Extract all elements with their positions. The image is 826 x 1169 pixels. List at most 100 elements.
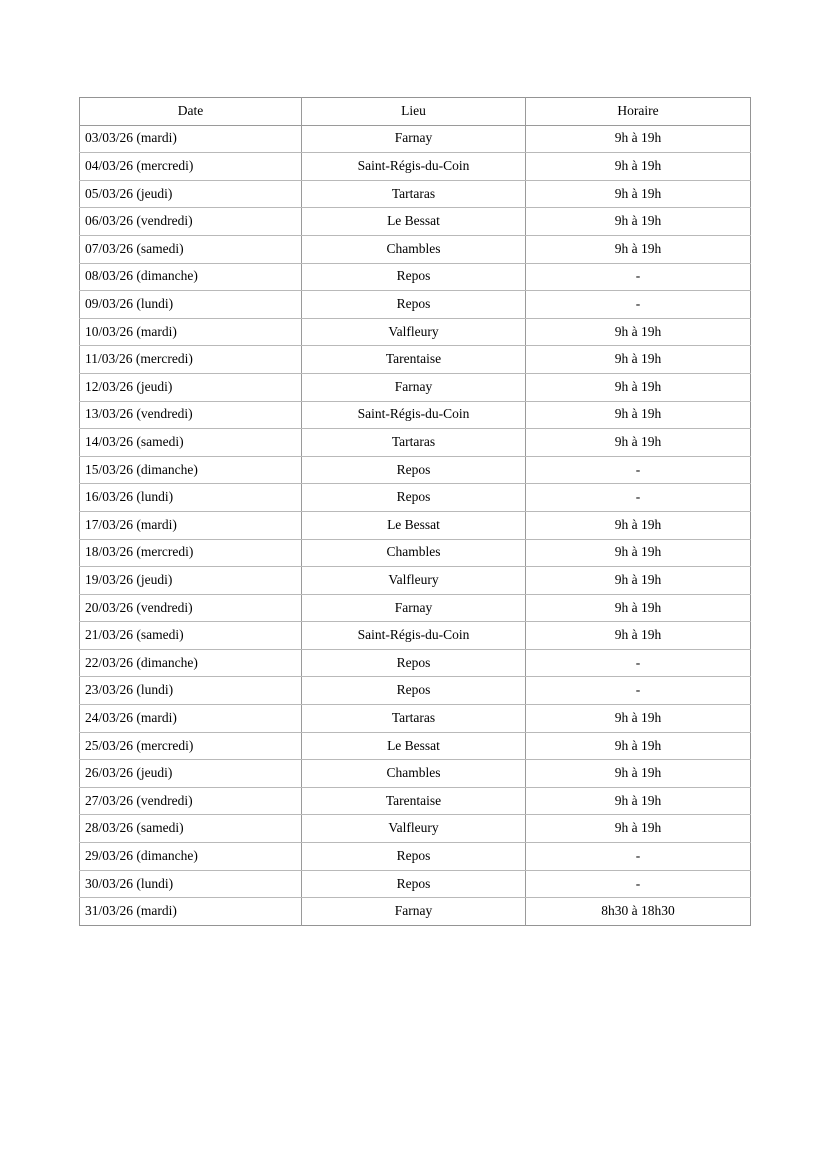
- cell-horaire: 9h à 19h: [525, 814, 751, 844]
- cell-horaire: -: [525, 456, 751, 485]
- table-row: 08/03/26 (dimanche) Repos -: [79, 263, 751, 292]
- table-row: 21/03/26 (samedi) Saint-Régis-du-Coin 9h à…: [79, 621, 751, 650]
- column-header-lieu: Lieu: [301, 97, 526, 126]
- cell-lieu: Farnay: [301, 897, 526, 926]
- table-row: 07/03/26 (samedi) Chambles 9h à 19h: [79, 235, 751, 264]
- table-row: 19/03/26 (jeudi) Valfleury 9h à 19h: [79, 566, 751, 595]
- cell-date: 29/03/26 (dimanche): [79, 842, 302, 871]
- cell-horaire: 9h à 19h: [525, 180, 751, 209]
- cell-horaire: 9h à 19h: [525, 539, 751, 568]
- schedule-table-container: Date Lieu Horaire 03/03/26 (mardi) Farnay…: [79, 97, 751, 926]
- cell-lieu: Tartaras: [301, 180, 526, 209]
- cell-lieu: Valfleury: [301, 318, 526, 347]
- table-row: 25/03/26 (mercredi) Le Bessat 9h à 19h: [79, 732, 751, 761]
- table-row: 13/03/26 (vendredi) Saint-Régis-du-Coin 9h…: [79, 401, 751, 430]
- table-row: 22/03/26 (dimanche) Repos -: [79, 649, 751, 678]
- cell-date: 13/03/26 (vendredi): [79, 401, 302, 430]
- cell-date: 19/03/26 (jeudi): [79, 566, 302, 595]
- cell-horaire: -: [525, 483, 751, 512]
- cell-horaire: 8h30 à 18h30: [601, 903, 675, 919]
- table-header-row: Date Lieu Horaire: [79, 97, 751, 126]
- cell-date: 14/03/26 (samedi): [79, 428, 302, 457]
- cell-date: 31/03/26 (mardi): [79, 897, 302, 926]
- table-row: 18/03/26 (mercredi) Chambles 9h à 19h: [79, 539, 751, 568]
- cell-lieu: Valfleury: [301, 566, 526, 595]
- table-row: 11/03/26 (mercredi) Tarentaise 9h à 19h: [79, 345, 751, 374]
- cell-date: 22/03/26 (dimanche): [79, 649, 302, 678]
- table-row: 31/03/26 (mardi) Farnay 8h30 à 18h30: [79, 897, 751, 926]
- cell-horaire: 9h à 19h: [525, 207, 751, 236]
- cell-horaire: 9h à 19h: [525, 732, 751, 761]
- cell-lieu: Le Bessat: [301, 207, 526, 236]
- cell-horaire: 9h à 19h: [525, 787, 751, 816]
- cell-horaire: -: [525, 263, 751, 292]
- table-row: 16/03/26 (lundi) Repos -: [79, 483, 751, 512]
- cell-horaire: 9h à 19h: [525, 428, 751, 457]
- cell-horaire: 9h à 19h: [525, 401, 751, 430]
- cell-horaire: 9h à 19h: [525, 125, 751, 154]
- cell-date: 17/03/26 (mardi): [79, 511, 302, 540]
- cell-horaire: 9h à 19h: [525, 594, 751, 623]
- cell-horaire: -: [525, 290, 751, 319]
- cell-horaire: 9h à 19h: [525, 566, 751, 595]
- cell-date: 24/03/26 (mardi): [79, 704, 302, 733]
- cell-date: 05/03/26 (jeudi): [79, 180, 302, 209]
- cell-lieu: Chambles: [301, 759, 526, 788]
- cell-lieu: Repos: [301, 676, 526, 706]
- table-row: 23/03/26 (lundi) Repos -: [79, 676, 751, 706]
- cell-date: 30/03/26 (lundi): [79, 870, 302, 899]
- cell-horaire: -: [525, 676, 751, 706]
- cell-date: 07/03/26 (samedi): [79, 235, 302, 264]
- table-row: 05/03/26 (jeudi) Tartaras 9h à 19h: [79, 180, 751, 209]
- table-row: 03/03/26 (mardi) Farnay 9h à 19h: [79, 125, 751, 154]
- cell-date: 18/03/26 (mercredi): [79, 539, 302, 568]
- cell-lieu: Saint-Régis-du-Coin: [301, 401, 526, 430]
- cell-date: 06/03/26 (vendredi): [79, 207, 302, 236]
- cell-lieu: Repos: [301, 870, 526, 899]
- table-row: 26/03/26 (jeudi) Chambles 9h à 19h: [79, 759, 751, 788]
- cell-date: 20/03/26 (vendredi): [79, 594, 302, 623]
- cell-horaire: 9h à 19h: [525, 235, 751, 264]
- table-row: 10/03/26 (mardi) Valfleury 9h à 19h: [79, 318, 751, 347]
- cell-date: 09/03/26 (lundi): [79, 290, 302, 319]
- cell-lieu: Repos: [301, 483, 526, 512]
- table-row: 29/03/26 (dimanche) Repos -: [79, 842, 751, 871]
- table-body: 03/03/26 (mardi) Farnay 9h à 19h 04/03/26 (…: [79, 125, 751, 926]
- cell-lieu: Le Bessat: [301, 511, 526, 540]
- table-row: 09/03/26 (lundi) Repos -: [79, 290, 751, 319]
- cell-lieu: Saint-Régis-du-Coin: [301, 152, 526, 181]
- cell-horaire: -: [525, 649, 751, 678]
- table-row: 30/03/26 (lundi) Repos -: [79, 870, 751, 899]
- cell-date: 21/03/26 (samedi): [79, 621, 302, 650]
- table-row: 28/03/26 (samedi) Valfleury 9h à 19h: [79, 814, 751, 844]
- column-header-date: Date: [79, 97, 302, 126]
- table-row: 14/03/26 (samedi) Tartaras 9h à 19h: [79, 428, 751, 457]
- cell-date: 10/03/26 (mardi): [79, 318, 302, 347]
- cell-horaire: 9h à 19h: [525, 345, 751, 374]
- cell-lieu: Tartaras: [301, 704, 526, 733]
- table-row: 06/03/26 (vendredi) Le Bessat 9h à 19h: [79, 207, 751, 236]
- cell-horaire: -: [525, 842, 751, 871]
- cell-date: 11/03/26 (mercredi): [79, 345, 302, 374]
- cell-date: 16/03/26 (lundi): [79, 483, 302, 512]
- cell-date: 26/03/26 (jeudi): [79, 759, 302, 788]
- cell-date: 25/03/26 (mercredi): [79, 732, 302, 761]
- table-row: 20/03/26 (vendredi) Farnay 9h à 19h: [79, 594, 751, 623]
- cell-date: 04/03/26 (mercredi): [79, 152, 302, 181]
- cell-lieu: Farnay: [301, 594, 526, 623]
- cell-lieu: Farnay: [301, 373, 526, 402]
- cell-lieu: Repos: [301, 456, 526, 485]
- cell-lieu: Repos: [301, 842, 526, 871]
- cell-lieu: Chambles: [301, 235, 526, 264]
- cell-horaire: 9h à 19h: [525, 152, 751, 181]
- cell-lieu: Tarentaise: [301, 787, 526, 816]
- cell-date: 27/03/26 (vendredi): [79, 787, 302, 816]
- cell-horaire: 9h à 19h: [525, 511, 751, 540]
- cell-date: 23/03/26 (lundi): [79, 676, 302, 706]
- cell-horaire: 9h à 19h: [525, 759, 751, 788]
- cell-lieu: Repos: [301, 649, 526, 678]
- table-row: 04/03/26 (mercredi) Saint-Régis-du-Coin 9h…: [79, 152, 751, 181]
- table-header: Date Lieu Horaire: [79, 97, 751, 126]
- cell-date: 28/03/26 (samedi): [79, 814, 302, 844]
- cell-date: 08/03/26 (dimanche): [79, 263, 302, 292]
